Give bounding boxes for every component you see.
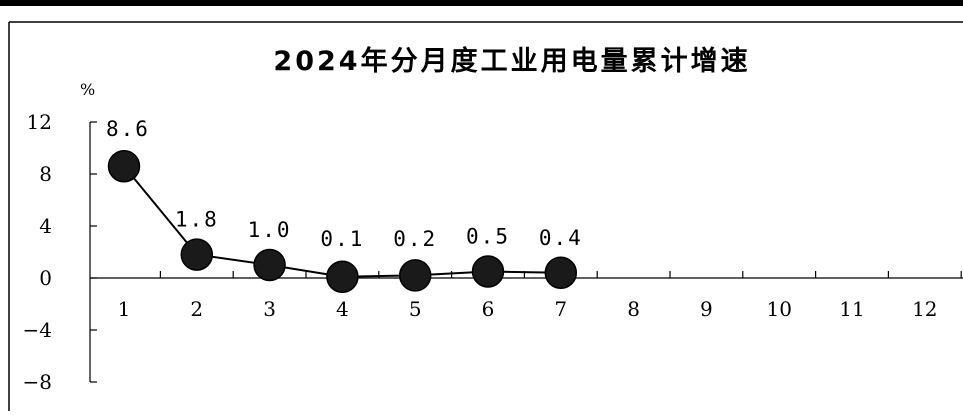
data-label-2: 1.8 <box>175 208 219 232</box>
y-ticks <box>90 121 97 383</box>
data-label-1: 8.6 <box>106 117 150 141</box>
data-label-5: 0.2 <box>393 227 437 251</box>
x-tick-label-8: 9 <box>700 297 713 321</box>
x-tick-label-1: 2 <box>190 297 203 321</box>
x-tick-label-9: 10 <box>766 297 791 321</box>
y-tick-label-5: −8 <box>23 370 52 394</box>
data-point-1 <box>107 149 141 183</box>
x-tick-label-0: 1 <box>118 297 131 321</box>
data-labels: 8.6 1.8 1.0 0.1 0.2 0.5 0.4 <box>106 117 583 251</box>
y-tick-label-4: −4 <box>23 318 52 342</box>
y-tick-label-0: 12 <box>27 110 52 134</box>
x-tick-label-4: 5 <box>409 297 422 321</box>
data-label-6: 0.5 <box>466 225 510 249</box>
data-point-4 <box>326 260 359 293</box>
data-point-7 <box>544 256 578 290</box>
data-point-2 <box>180 238 214 271</box>
data-label-4: 0.1 <box>320 227 364 251</box>
data-point-5 <box>398 259 432 292</box>
series-markers <box>107 149 578 293</box>
y-tick-label-1: 8 <box>39 162 52 186</box>
data-point-6 <box>471 255 505 288</box>
y-tick-label-2: 4 <box>39 214 52 238</box>
y-tick-labels: 12 8 4 0 −4 −8 <box>23 110 52 394</box>
chart-title: 2024年分月度工业用电量累计增速 <box>273 45 750 77</box>
x-tick-label-5: 6 <box>482 297 495 321</box>
x-tick-label-2: 3 <box>263 297 276 321</box>
x-tick-label-11: 12 <box>912 297 937 321</box>
data-label-7: 0.4 <box>539 226 583 250</box>
data-label-3: 1.0 <box>248 218 292 242</box>
x-tick-label-6: 7 <box>554 297 567 321</box>
y-axis-unit: % <box>80 80 95 99</box>
x-tick-label-3: 4 <box>336 297 349 321</box>
data-point-3 <box>253 248 286 282</box>
x-tick-label-7: 8 <box>627 297 640 321</box>
x-tick-label-10: 11 <box>839 297 864 321</box>
x-tick-labels: 1 2 3 4 5 6 7 8 9 10 11 12 <box>118 297 938 321</box>
top-border-bar <box>0 0 963 6</box>
y-tick-label-3: 0 <box>39 266 52 290</box>
